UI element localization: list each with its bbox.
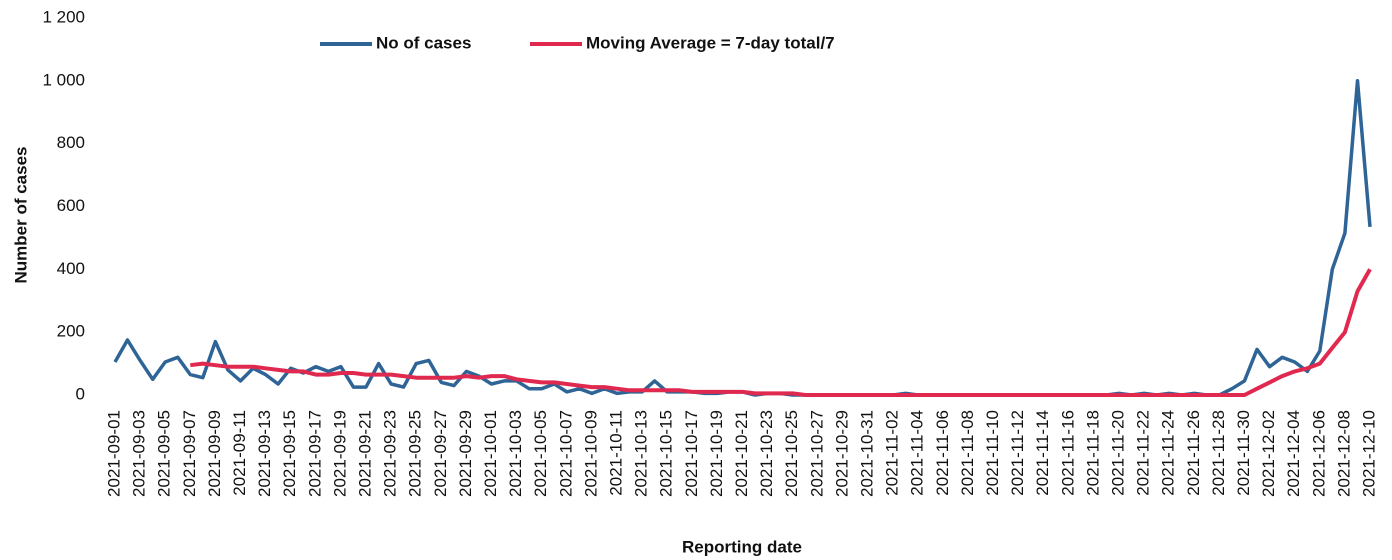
x-tick-label: 2021-10-29 [832,410,851,497]
x-tick-label: 2021-12-06 [1309,410,1328,497]
x-tick-label: 2021-09-29 [456,410,475,497]
x-tick-label: 2021-11-16 [1058,410,1077,496]
x-tick-label: 2021-11-08 [958,410,977,496]
x-tick-label: 2021-09-01 [104,410,123,497]
x-tick-label: 2021-12-02 [1259,410,1278,497]
x-tick-label: 2021-09-11 [230,410,249,496]
x-tick-label: 2021-10-05 [531,410,550,497]
y-tick-label: 600 [57,196,85,215]
legend-label: Moving Average = 7-day total/7 [586,33,835,52]
x-tick-label: 2021-09-23 [381,410,400,497]
y-tick-label: 1 000 [42,70,85,89]
y-tick-label: 400 [57,259,85,278]
y-axis-title: Number of cases [11,147,30,284]
x-tick-label: 2021-12-04 [1284,410,1303,497]
x-tick-label: 2021-11-30 [1234,410,1253,496]
x-tick-label: 2021-10-07 [556,410,575,497]
x-tick-label: 2021-11-14 [1033,410,1052,496]
y-tick-label: 800 [57,133,85,152]
x-tick-label: 2021-10-15 [657,410,676,497]
x-tick-label: 2021-12-10 [1359,410,1378,497]
x-tick-label: 2021-09-17 [305,410,324,497]
x-tick-label: 2021-09-21 [355,410,374,497]
x-tick-label: 2021-10-19 [707,410,726,497]
data-line [113,79,1372,397]
x-tick-label: 2021-10-27 [807,410,826,497]
x-tick-label: 2021-09-19 [330,410,349,497]
x-tick-label: 2021-10-17 [682,410,701,497]
x-tick-label: 2021-10-31 [857,410,876,497]
x-tick-label: 2021-10-13 [632,410,651,497]
x-tick-label: 2021-09-09 [205,410,224,497]
x-tick-label: 2021-10-09 [581,410,600,497]
x-tick-label: 2021-11-06 [933,410,952,496]
x-tick-label: 2021-09-03 [130,410,149,497]
x-tick-label: 2021-10-03 [506,410,525,497]
x-axis-title: Reporting date [682,537,802,556]
y-tick-label: 0 [76,384,85,403]
x-tick-label: 2021-09-07 [180,410,199,497]
x-tick-label: 2021-10-21 [732,410,751,497]
x-tick-label: 2021-09-05 [155,410,174,497]
x-tick-label: 2021-09-27 [431,410,450,497]
x-tick-label: 2021-10-11 [606,410,625,496]
x-tick-label: 2021-11-20 [1108,410,1127,496]
x-tick-label: 2021-10-25 [782,410,801,497]
x-tick-label: 2021-10-01 [481,410,500,497]
x-tick-label: 2021-09-13 [255,410,274,497]
x-tick-label: 2021-11-10 [983,410,1002,496]
x-tick-label: 2021-10-23 [757,410,776,497]
legend-label: No of cases [376,33,471,52]
x-tick-label: 2021-09-25 [406,410,425,497]
x-tick-label: 2021-11-26 [1184,410,1203,496]
x-tick-label: 2021-11-24 [1159,410,1178,496]
y-tick-label: 1 200 [42,7,85,26]
x-tick-label: 2021-11-02 [883,410,902,496]
x-tick-label: 2021-09-15 [280,410,299,497]
x-tick-label: 2021-11-28 [1209,410,1228,496]
x-tick-label: 2021-12-08 [1334,410,1353,497]
y-tick-label: 200 [57,322,85,341]
x-tick-label: 2021-11-18 [1083,410,1102,496]
x-tick-label: 2021-11-12 [1008,410,1027,496]
x-tick-label: 2021-11-22 [1134,410,1153,496]
data-line [190,268,1372,397]
x-tick-label: 2021-11-04 [908,410,927,496]
